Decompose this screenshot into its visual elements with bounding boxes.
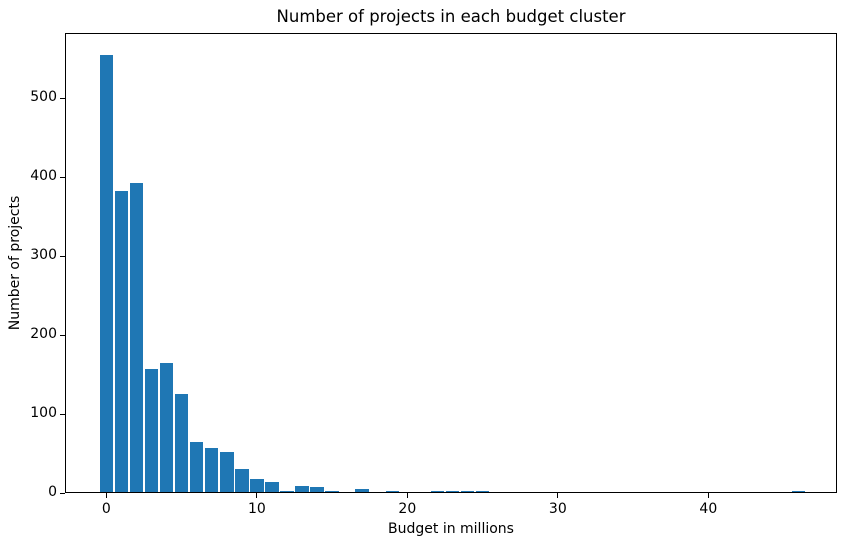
y-tick-mark — [60, 334, 65, 336]
bar-x46 — [791, 491, 806, 493]
bar-x6 — [189, 441, 204, 493]
y-tick-label: 100 — [30, 405, 57, 422]
bar-x8 — [220, 451, 234, 493]
bar-x7 — [204, 448, 219, 493]
bar-x14 — [310, 486, 324, 493]
x-tick-mark — [406, 493, 408, 498]
bar-x22 — [430, 490, 445, 493]
x-tick-mark — [557, 493, 559, 498]
bar-x4 — [159, 362, 174, 493]
y-tick-label: 400 — [30, 168, 57, 185]
bar-x23 — [445, 491, 460, 493]
bar-x10 — [250, 478, 264, 493]
y-tick-mark — [60, 176, 65, 178]
bar-x19 — [385, 490, 400, 493]
bar-x25 — [475, 490, 490, 493]
x-tick-label: 20 — [398, 501, 417, 517]
bar-x0 — [99, 54, 114, 493]
y-tick-label: 300 — [30, 247, 57, 264]
y-tick-mark — [60, 255, 65, 257]
y-tick-label: 500 — [30, 89, 57, 106]
y-tick-label: 0 — [48, 484, 57, 500]
bar-x15 — [325, 491, 339, 493]
y-tick-mark — [60, 413, 65, 415]
bar-x5 — [174, 394, 189, 493]
bar-x2 — [129, 182, 144, 493]
bar-x12 — [280, 490, 294, 493]
bar-x17 — [355, 489, 369, 493]
bar-x24 — [460, 490, 475, 493]
chart-title: Number of projects in each budget cluste… — [276, 7, 626, 26]
x-tick-mark — [105, 493, 107, 498]
x-tick-label: 0 — [101, 501, 111, 517]
x-tick-label: 10 — [247, 501, 266, 517]
bar-x11 — [265, 481, 279, 493]
y-tick-mark — [60, 97, 65, 99]
x-tick-mark — [707, 493, 709, 498]
bar-x9 — [235, 468, 249, 493]
x-tick-mark — [256, 493, 258, 498]
bar-x16 — [340, 492, 354, 493]
bar-x13 — [295, 485, 309, 493]
x-tick-label: 40 — [699, 501, 718, 517]
x-axis-label: Budget in millions — [388, 521, 514, 537]
bar-x1 — [114, 190, 129, 493]
plot-area — [65, 33, 837, 493]
y-tick-label: 200 — [30, 326, 57, 343]
bar-x3 — [144, 369, 159, 493]
y-tick-mark — [60, 492, 65, 494]
x-tick-label: 30 — [548, 501, 567, 517]
